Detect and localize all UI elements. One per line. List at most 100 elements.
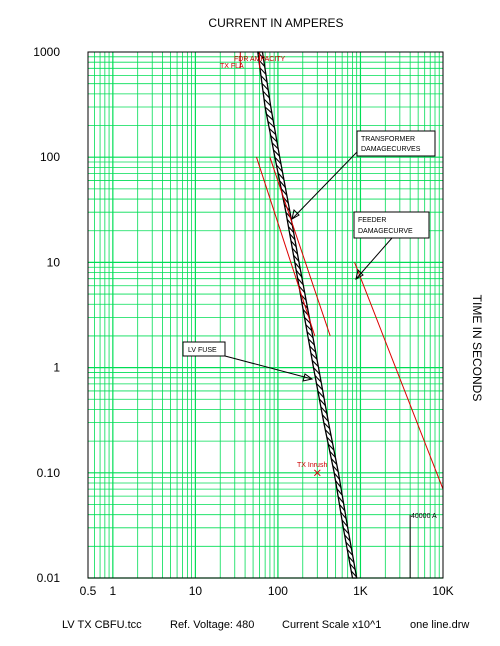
transformer-damage-label-2: DAMAGECURVES: [361, 146, 421, 153]
fdr-ampacity-label: FDR AMPACITY: [234, 56, 286, 63]
lv-fuse-hatch: [323, 422, 331, 430]
lv-fuse-hatch: [290, 240, 297, 248]
y-tick-label: 1: [53, 361, 60, 375]
lv-fuse-hatch: [346, 548, 354, 556]
lv-fuse-hatch: [335, 480, 342, 488]
lv-fuse-callout: LV FUSE: [182, 341, 314, 382]
lv-fuse-hatch: [342, 527, 350, 535]
lv-fuse-hatch: [326, 436, 333, 444]
transformer-damage-label-1: TRANSFORMER: [361, 136, 415, 143]
lv-fuse-hatch: [338, 503, 346, 512]
y-axis-label: TIME IN SECONDS: [470, 295, 484, 402]
y-tick-label: 1000: [33, 45, 60, 59]
lv-fuse-hatch: [341, 519, 348, 527]
lv-fuse-hatch: [257, 51, 264, 59]
lv-fuse-hatch: [306, 331, 314, 339]
lv-fuse-hatch: [277, 172, 285, 180]
transformer-damage-callout: TRANSFORMER DAMAGECURVES: [291, 130, 436, 220]
tx-inrush-label: TX Inrush: [297, 462, 327, 469]
lv-fuse-hatch: [309, 345, 317, 353]
lv-fuse-hatch: [333, 472, 340, 480]
lv-fuse-hatch: [305, 324, 313, 331]
lv-fuse-hatch: [289, 233, 296, 241]
lv-fuse-hatch: [259, 67, 267, 75]
lv-fuse-hatch: [321, 414, 329, 422]
lv-fuse-hatch: [263, 98, 272, 107]
transformer-damage-curves-line: [269, 157, 331, 337]
lv-fuse-hatch: [280, 188, 288, 196]
lv-fuse-hatch: [330, 458, 338, 465]
lv-fuse-hatch: [264, 106, 273, 114]
lv-fuse-hatch: [337, 496, 344, 504]
tick-labels: 0.5 1 10 100 1K 10K 1000 100 10 1 0.10 0.01: [33, 45, 453, 598]
lv-fuse-hatch: [313, 367, 321, 375]
lv-fuse-hatch: [314, 375, 322, 383]
x-tick-label: 10: [189, 584, 203, 598]
lv-fuse-hatch: [336, 488, 343, 496]
lv-fuse-hatch: [288, 226, 295, 233]
lv-fuse-hatch: [307, 338, 315, 346]
transformer-damage-curves-line: [256, 157, 316, 337]
lv-fuse-hatch: [350, 570, 357, 578]
lv-fuse-hatch: [273, 149, 280, 157]
lv-fuse-hatch: [267, 120, 275, 128]
lv-fuse-hatch: [268, 128, 277, 135]
footer-file: LV TX CBFU.tcc: [62, 619, 142, 631]
lv-fuse-hatch: [327, 443, 335, 451]
lv-fuse-hatch: [295, 269, 303, 278]
tx-fla-label: TX FLA: [220, 63, 244, 70]
lv-fuse-hatch: [316, 382, 323, 391]
feeder-damage-curve-line: [354, 262, 444, 490]
footer-ref-voltage: Ref. Voltage: 480: [170, 619, 254, 631]
lv-fuse-hatch: [262, 90, 270, 99]
tx-inrush-marker: [313, 469, 321, 477]
lv-fuse-hatch: [304, 317, 311, 324]
lv-fuse-hatch: [298, 285, 306, 293]
x-tick-label: 10K: [432, 584, 453, 598]
x-tick-label: 100: [268, 584, 288, 598]
feeder-damage-callout: FEEDER DAMAGECURVE: [353, 211, 430, 280]
feeder-damage-label-2: DAMAGECURVE: [358, 228, 413, 235]
lv-fuse-hatch: [293, 254, 300, 262]
x-tick-label: 1K: [353, 584, 368, 598]
y-tick-label: 0.10: [37, 466, 61, 480]
footer-current-scale: Current Scale x10^1: [282, 619, 381, 631]
lv-fuse-hatch: [344, 534, 351, 542]
lv-fuse-hatch: [311, 360, 319, 367]
lv-fuse-hatch: [349, 563, 356, 571]
lv-fuse-hatch: [329, 450, 336, 458]
lv-fuse-hatch: [317, 390, 325, 399]
lv-fuse-hatch: [260, 75, 268, 83]
lv-fuse-hatch: [320, 406, 328, 414]
lv-fuse-hatch: [266, 113, 274, 121]
fault-current-label: 40000 A: [411, 513, 437, 520]
lv-fuse-hatch: [270, 135, 278, 143]
lv-fuse-hatch: [332, 465, 339, 473]
lv-fuse-hatch: [276, 164, 283, 173]
lv-fuse-hatch: [271, 142, 279, 150]
x-tick-label: 0.5: [80, 584, 97, 598]
y-tick-label: 0.01: [37, 571, 61, 585]
footer-drawing: one line.drw: [410, 619, 469, 631]
lv-fuse-hatch: [286, 219, 293, 226]
lv-fuse-hatch: [261, 83, 269, 91]
lv-fuse-hatch: [340, 511, 347, 520]
y-tick-label: 100: [40, 150, 60, 164]
lv-fuse-hatch: [274, 156, 282, 165]
y-tick-label: 10: [47, 255, 61, 269]
lv-fuse-hatch: [310, 352, 318, 360]
lv-fuse-label: LV FUSE: [188, 347, 217, 354]
lv-fuse-hatch: [279, 180, 286, 188]
plot-border: [87, 51, 444, 579]
feeder-damage-label-1: FEEDER: [358, 217, 386, 224]
lv-fuse-hatch: [324, 429, 332, 437]
x-tick-label: 1: [110, 584, 117, 598]
lv-fuse-hatch: [319, 398, 326, 407]
lv-fuse-hatch: [291, 247, 298, 255]
chart-title: CURRENT IN AMPERES: [208, 16, 343, 30]
lv-fuse-hatch: [345, 541, 352, 549]
lv-fuse-hatch: [348, 556, 355, 563]
lv-fuse-hatch: [294, 262, 301, 270]
lv-fuse-hatch: [297, 277, 304, 286]
